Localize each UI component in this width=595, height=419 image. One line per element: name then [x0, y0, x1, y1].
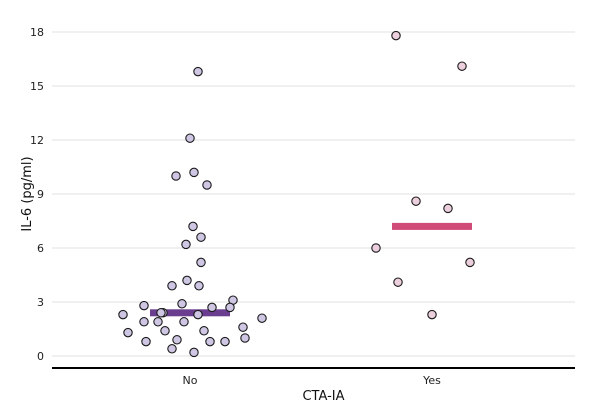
y-tick-label: 9 [37, 188, 44, 201]
data-point [177, 299, 187, 309]
data-point [139, 300, 149, 311]
x-axis-title: CTA-IA [302, 389, 344, 404]
data-point [188, 221, 198, 232]
y-tick-label: 6 [37, 242, 44, 255]
data-point [238, 322, 248, 332]
data-point [160, 326, 170, 336]
median-bar-no [150, 309, 230, 317]
data-point [194, 281, 204, 291]
data-point [257, 313, 267, 323]
data-point [393, 277, 403, 287]
data-point [193, 309, 203, 320]
y-tick-labels: 0 3 6 9 12 15 18 [30, 26, 44, 363]
y-axis-title: IL-6 (pg/ml) [20, 156, 35, 231]
data-point [156, 308, 166, 318]
data-point [199, 326, 209, 336]
data-point [167, 281, 177, 291]
data-point [141, 336, 151, 347]
y-tick-label: 12 [30, 134, 44, 147]
data-point [371, 243, 381, 253]
median-bar-yes [392, 222, 472, 230]
y-tick-label: 3 [37, 296, 44, 309]
data-point [196, 257, 206, 268]
data-point [189, 347, 199, 358]
data-point [185, 133, 195, 143]
y-tick-label: 0 [37, 350, 44, 363]
x-tick-label: No [183, 374, 198, 387]
data-point [465, 257, 475, 268]
data-point [172, 335, 182, 345]
data-point [167, 344, 177, 354]
data-point [179, 317, 189, 327]
data-point [457, 61, 467, 71]
data-point [196, 232, 206, 242]
data-points [118, 30, 475, 358]
data-point [193, 66, 203, 77]
data-point [202, 180, 212, 190]
data-point [411, 196, 421, 206]
gridlines [52, 31, 575, 357]
data-point [153, 317, 163, 327]
data-point [240, 333, 250, 343]
x-tick-labels: No Yes [183, 374, 442, 387]
data-point [139, 317, 149, 327]
data-point [207, 302, 217, 313]
data-point [118, 309, 128, 320]
data-point [171, 171, 181, 181]
x-tick-label: Yes [422, 374, 441, 387]
data-point [181, 239, 191, 250]
data-point [443, 203, 453, 214]
data-point [182, 275, 192, 286]
data-point [427, 309, 437, 320]
data-point [225, 302, 235, 313]
median-bars [150, 222, 472, 317]
y-tick-label: 15 [30, 80, 44, 93]
data-point [189, 167, 199, 178]
data-point [220, 336, 230, 347]
data-point [391, 30, 401, 41]
data-point [205, 336, 215, 347]
y-tick-label: 18 [30, 26, 44, 39]
data-point [123, 327, 133, 338]
